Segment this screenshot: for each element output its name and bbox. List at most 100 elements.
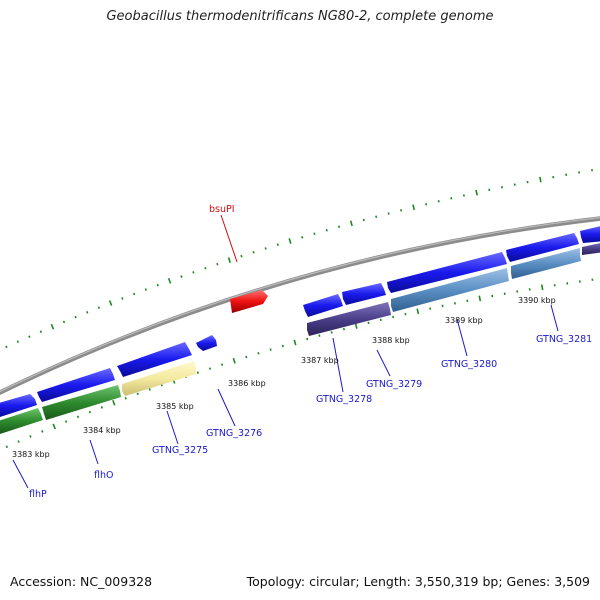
gene-labels: flhP flhO GTNG_3275 GTNG_3276 GTNG_3278 …	[29, 204, 592, 500]
scale-tick	[387, 212, 390, 215]
scale-tick	[28, 335, 31, 339]
scale-tick	[227, 257, 232, 264]
scale-tick	[74, 315, 77, 319]
scale-tick	[475, 189, 478, 196]
scale-tick	[269, 348, 272, 351]
scale-tick	[379, 318, 382, 322]
scale-tick	[264, 247, 267, 250]
scale-tick	[392, 315, 395, 319]
label-leaders	[12, 214, 559, 489]
scale-tick	[41, 430, 44, 433]
gene-arrow[interactable]	[303, 294, 343, 317]
gene-bsuPI[interactable]	[230, 290, 268, 313]
scale-tick	[478, 295, 482, 302]
scale-tick	[301, 236, 304, 239]
gene-label-GTNG_3278[interactable]: GTNG_3278	[316, 394, 372, 405]
ruler-label: 3389 kbp	[445, 316, 483, 325]
scale-tick	[100, 406, 103, 409]
ruler-label: 3388 kbp	[372, 336, 410, 345]
scale-tick	[50, 323, 55, 330]
reverse-strand-genes	[0, 242, 600, 434]
scale-tick	[204, 266, 207, 270]
map-title: Geobacillus thermodenitrificans NG80-2, …	[106, 9, 494, 24]
scale-tick	[124, 396, 127, 400]
ruler-label: 3386 kbp	[228, 379, 266, 388]
scale-tick	[132, 292, 136, 296]
scale-tick	[108, 300, 113, 306]
gene-label-GTNG_3280[interactable]: GTNG_3280	[441, 359, 497, 370]
scale-tick	[208, 367, 212, 370]
scale-tick	[196, 371, 200, 374]
scale-tick	[281, 344, 284, 348]
scale-tick	[313, 232, 316, 236]
gene-label-flhP[interactable]: flhP	[29, 489, 47, 500]
gene-arrow[interactable]	[387, 252, 507, 293]
scale-tick	[136, 392, 139, 396]
ruler-label: 3383 kbp	[12, 450, 50, 459]
scale-tick	[412, 204, 416, 211]
gene-label-GTNG_3281[interactable]: GTNG_3281	[536, 334, 592, 345]
gene-GTNG_3278[interactable]	[307, 302, 391, 336]
gene-arrow[interactable]	[342, 283, 386, 305]
scale-tick	[540, 284, 544, 291]
scale-tick	[539, 176, 542, 183]
scale-tick	[342, 327, 345, 331]
gene-label-flhO[interactable]: flhO	[94, 470, 113, 481]
scale-tick	[5, 345, 8, 349]
gene-arrow[interactable]	[506, 233, 579, 262]
inner-ruler-track	[5, 278, 594, 449]
scale-tick	[349, 220, 353, 227]
genome-backbone-highlight	[0, 216, 600, 393]
gene-arrow[interactable]	[117, 342, 192, 377]
gene-GTNG_3280[interactable]	[391, 268, 509, 312]
scale-tick	[112, 399, 116, 406]
gene-arrow[interactable]	[580, 225, 600, 243]
gene-label-bsuPI[interactable]: bsuPI	[209, 204, 235, 215]
scale-tick	[306, 337, 309, 341]
gene-GTNG_3275[interactable]	[122, 361, 196, 396]
scale-tick	[288, 238, 292, 244]
scale-tick	[252, 251, 255, 254]
gene-label-GTNG_3279[interactable]: GTNG_3279	[366, 379, 422, 390]
gene-arrow[interactable]	[0, 394, 37, 417]
scale-tick	[167, 277, 172, 284]
scale-tick	[144, 288, 148, 291]
gene-label-GTNG_3276[interactable]: GTNG_3276	[206, 428, 262, 439]
scale-tick	[257, 351, 260, 355]
scale-tick	[180, 275, 183, 278]
genome-summary-text: Topology: circular; Length: 3,550,319 bp…	[246, 574, 590, 589]
scale-tick	[17, 440, 20, 443]
scale-tick	[97, 306, 101, 309]
scale-tick	[121, 297, 124, 300]
outer-tick-track	[5, 168, 593, 349]
scale-tick	[425, 202, 428, 206]
scale-tick	[86, 311, 89, 314]
gene-arrow[interactable]	[582, 242, 600, 255]
gene-flhO[interactable]	[42, 385, 121, 420]
gene-arrow[interactable]	[37, 368, 115, 402]
scale-tick	[318, 334, 321, 337]
gene-arrow[interactable]	[196, 335, 217, 351]
scale-tick	[16, 340, 20, 344]
gene-label-GTNG_3275[interactable]: GTNG_3275	[152, 445, 208, 456]
scale-tick	[367, 321, 370, 325]
gene-flhP[interactable]	[0, 408, 43, 434]
scale-tick	[337, 225, 341, 229]
scale-tick	[220, 363, 224, 366]
scale-tick	[416, 308, 420, 315]
ruler-label: 3385 kbp	[156, 402, 194, 411]
ruler-labels: 3383 kbp 3384 kbp 3385 kbp 3386 kbp 3387…	[12, 296, 556, 459]
scale-tick	[293, 339, 297, 346]
ruler-label: 3384 kbp	[83, 426, 121, 435]
scale-tick	[276, 243, 279, 246]
scale-tick	[325, 228, 328, 232]
scale-tick	[437, 199, 440, 203]
scale-tick	[62, 320, 66, 324]
gene-GTNG_3281[interactable]	[511, 248, 581, 279]
scale-tick	[156, 283, 159, 287]
scale-tick	[76, 415, 80, 419]
scale-tick	[362, 218, 365, 222]
forward-strand-genes	[0, 225, 600, 417]
scale-tick	[29, 435, 32, 438]
